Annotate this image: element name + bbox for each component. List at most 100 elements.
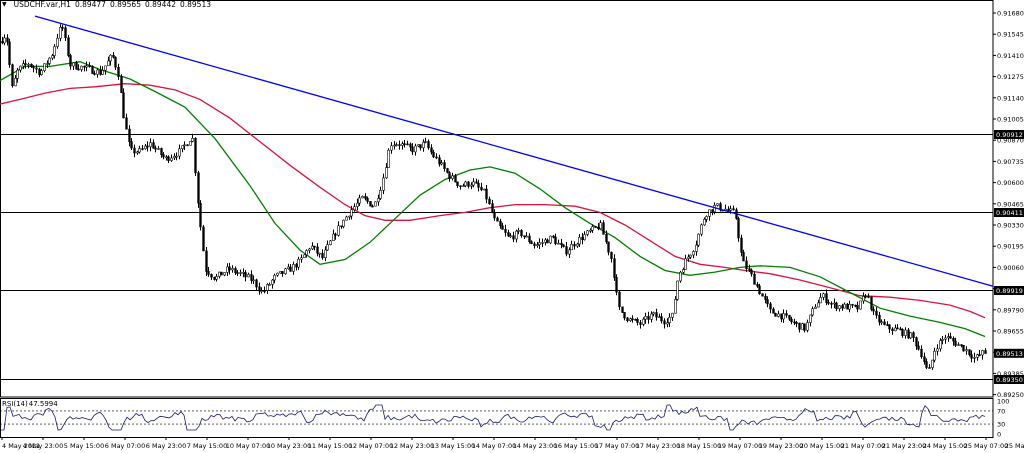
candle-body bbox=[334, 233, 337, 236]
candle-body bbox=[371, 205, 374, 208]
rsi-tick-label: 70 bbox=[997, 407, 1005, 415]
candle-body bbox=[244, 272, 247, 278]
candle-body bbox=[350, 209, 353, 217]
candle-body bbox=[369, 201, 372, 207]
candle-body bbox=[626, 317, 629, 322]
candle-body bbox=[112, 54, 115, 58]
candle-body bbox=[72, 62, 75, 67]
close-value: 0.89513 bbox=[179, 0, 211, 9]
candle-body bbox=[289, 266, 292, 272]
candle-body bbox=[546, 239, 549, 244]
candle-body bbox=[326, 244, 329, 251]
candle-body bbox=[687, 256, 690, 259]
chart-menu-triangle-icon[interactable]: ▼ bbox=[2, 1, 7, 8]
price-panel-frame bbox=[0, 0, 994, 398]
candle-body bbox=[827, 302, 830, 304]
candle-body bbox=[875, 310, 878, 316]
candle-body bbox=[915, 337, 918, 347]
candle-body bbox=[470, 184, 473, 187]
candle-body bbox=[809, 314, 812, 323]
candle-body bbox=[3, 37, 6, 44]
candle-body bbox=[713, 205, 716, 212]
candle-body bbox=[493, 212, 496, 219]
price-tick-label: 0.91140 bbox=[997, 94, 1024, 102]
candle-body bbox=[459, 185, 462, 187]
price-tick-label: 0.90735 bbox=[997, 158, 1024, 166]
candle-body bbox=[507, 232, 510, 237]
candle-body bbox=[613, 258, 616, 278]
candle-body bbox=[576, 243, 579, 247]
candle-body bbox=[981, 350, 984, 356]
candle-body bbox=[120, 76, 123, 93]
candle-body bbox=[424, 141, 427, 143]
candle-body bbox=[207, 271, 210, 275]
descending-trendline[interactable] bbox=[34, 15, 994, 287]
candle-body bbox=[586, 230, 589, 235]
candle-body bbox=[793, 321, 796, 324]
candle-body bbox=[499, 220, 502, 227]
candle-body bbox=[761, 293, 764, 297]
candle-body bbox=[695, 244, 698, 252]
candle-body bbox=[122, 92, 125, 119]
candle-body bbox=[560, 242, 563, 245]
price-tick-label: 0.91005 bbox=[997, 116, 1024, 124]
candle-body bbox=[888, 324, 891, 330]
candle-body bbox=[536, 244, 539, 247]
time-tick-label: 5 May 15:00 bbox=[64, 442, 104, 450]
candle-body bbox=[697, 233, 700, 246]
candle-body bbox=[777, 313, 780, 317]
candle-body bbox=[939, 340, 942, 350]
candle-body bbox=[136, 151, 139, 154]
candle-body bbox=[692, 251, 695, 256]
candle-body bbox=[374, 201, 377, 207]
time-tick-label: 16 May 15:00 bbox=[554, 442, 599, 450]
candle-body bbox=[422, 141, 425, 149]
candle-body bbox=[984, 350, 987, 354]
candle-body bbox=[528, 235, 531, 243]
candle-body bbox=[35, 67, 38, 70]
candle-body bbox=[782, 313, 785, 320]
candle-body bbox=[329, 240, 332, 245]
candle-body bbox=[144, 145, 147, 150]
candle-body bbox=[896, 327, 899, 330]
candle-body bbox=[395, 144, 398, 146]
candle-body bbox=[27, 63, 30, 66]
time-tick-label: 19 May 07:00 bbox=[718, 442, 763, 450]
candle-body bbox=[292, 264, 295, 272]
candle-body bbox=[769, 303, 772, 310]
candle-body bbox=[501, 225, 504, 230]
level-price-tag bbox=[994, 375, 1024, 384]
candle-body bbox=[780, 313, 783, 320]
candle-body bbox=[841, 305, 844, 309]
candle-body bbox=[287, 266, 290, 270]
candle-body bbox=[928, 367, 931, 369]
candle-body bbox=[191, 138, 194, 142]
candle-body bbox=[279, 271, 282, 274]
candle-body bbox=[432, 151, 435, 158]
candle-body bbox=[700, 224, 703, 235]
time-tick-label: 25 May 23:00 bbox=[1005, 442, 1024, 450]
candle-body bbox=[91, 66, 94, 74]
candle-body bbox=[202, 226, 205, 252]
chart-header: ▼ USDCHF.var,H1 0.89477 0.89565 0.89442 0.895… bbox=[2, 0, 211, 9]
candle-body bbox=[456, 181, 459, 186]
candle-body bbox=[427, 141, 430, 149]
time-tick-label: 21 May 23:00 bbox=[882, 442, 927, 450]
candle-body bbox=[936, 348, 939, 352]
rsi-tick-label: 100 bbox=[997, 398, 1009, 406]
candle-body bbox=[183, 144, 186, 147]
candle-body bbox=[530, 241, 533, 245]
candle-body bbox=[117, 67, 120, 77]
candle-body bbox=[644, 315, 647, 320]
candle-body bbox=[923, 356, 926, 362]
candle-body bbox=[107, 60, 110, 67]
candle-body bbox=[970, 354, 973, 359]
time-tick-label: 7 May 15:00 bbox=[187, 442, 227, 450]
candle-body bbox=[353, 206, 356, 211]
candle-body bbox=[409, 143, 412, 148]
candle-body bbox=[647, 315, 650, 320]
time-tick-label: 17 May 23:00 bbox=[636, 442, 681, 450]
candle-body bbox=[737, 218, 740, 239]
